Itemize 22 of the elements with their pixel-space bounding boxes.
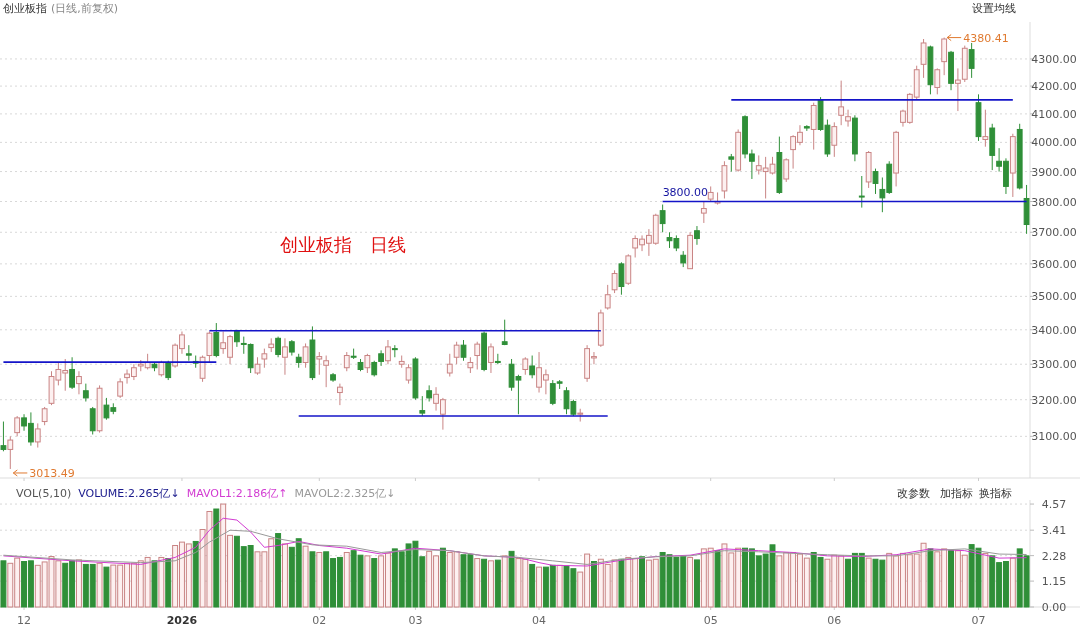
x-tick-label: 07 xyxy=(971,614,986,627)
text: MAVOL2:2.325亿↓ xyxy=(294,487,396,500)
x-tick-label: 06 xyxy=(827,614,842,627)
x-tick-label: 03 xyxy=(408,614,423,627)
x-tick-label: 2026 xyxy=(166,614,198,627)
annotation: 3013.49 xyxy=(29,466,75,480)
annotation: 3800.00 xyxy=(662,185,709,199)
annotation: 改参数 xyxy=(897,487,930,500)
x-tick-label: 12 xyxy=(17,614,32,627)
x-tick-label: 05 xyxy=(703,614,718,627)
text: MAVOL1:2.186亿↑ xyxy=(186,487,288,500)
annotation: 换指标 xyxy=(979,487,1012,500)
annotation: 4380.41 xyxy=(963,31,1009,45)
x-tick-label: 04 xyxy=(532,614,547,627)
text: VOLUME:2.265亿↓ xyxy=(78,487,180,500)
text: 设置均线 xyxy=(972,2,1016,15)
annotation: 加指标 xyxy=(940,487,973,500)
chart-title: VOL(5,10) xyxy=(16,487,72,500)
x-tick-label: 02 xyxy=(312,614,327,627)
annotation: 创业板指 日线 xyxy=(280,234,406,255)
chart-subtitle: (日线,前复权) xyxy=(51,2,119,15)
chart-title: 创业板指 xyxy=(3,2,47,15)
